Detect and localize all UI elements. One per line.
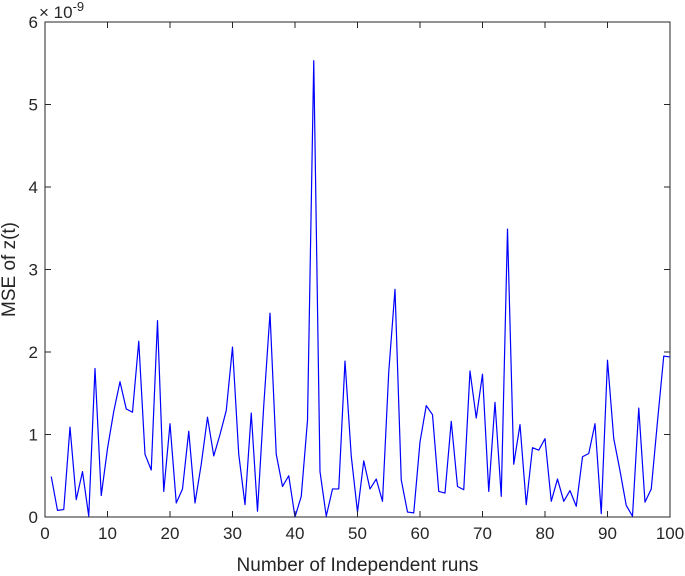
y-axis-exponent-power: -9 [73, 0, 85, 14]
x-tick-label: 100 [656, 524, 684, 543]
y-tick-label: 1 [29, 426, 38, 445]
y-axis-exponent-label: × 10-9 [39, 0, 84, 22]
y-tick-label: 4 [29, 178, 38, 197]
y-tick-label: 0 [29, 508, 38, 527]
y-axis-exponent-base: × 10 [39, 3, 73, 22]
axes-box [44, 21, 671, 518]
series-line [50, 60, 671, 518]
x-tick-label: 30 [223, 524, 242, 543]
x-tick-label: 60 [411, 524, 430, 543]
x-axis: 0 10 20 30 40 50 60 70 80 90 100 [40, 22, 684, 543]
y-tick-label: 5 [29, 96, 38, 115]
plot-area [44, 21, 671, 518]
y-tick-label: 6 [29, 13, 38, 32]
x-tick-label: 10 [98, 524, 117, 543]
x-tick-label: 80 [536, 524, 555, 543]
x-axis-title: Number of Independent runs [237, 555, 479, 576]
x-tick-label: 70 [473, 524, 492, 543]
y-tick-label: 3 [29, 261, 38, 280]
x-tick-label: 40 [286, 524, 305, 543]
y-axis: 0 1 2 3 4 5 6 [29, 13, 670, 527]
series-group [50, 60, 671, 518]
x-tick-label: 90 [598, 524, 617, 543]
y-tick-label: 2 [29, 343, 38, 362]
x-tick-label: 50 [348, 524, 367, 543]
y-axis-title: MSE of z(t) [0, 222, 20, 317]
x-tick-label: 20 [161, 524, 180, 543]
x-tick-label: 0 [40, 524, 49, 543]
